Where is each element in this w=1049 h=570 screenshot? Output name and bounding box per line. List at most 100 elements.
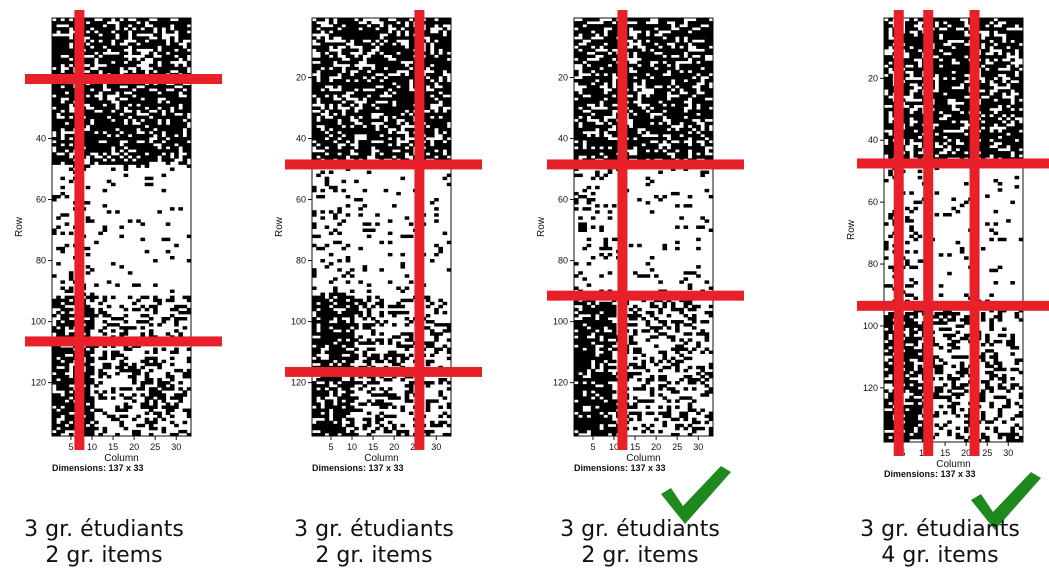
matrix-cell	[85, 390, 91, 394]
matrix-cell	[324, 313, 330, 318]
matrix-cell	[362, 42, 368, 46]
matrix-cell	[328, 423, 334, 428]
matrix-cell	[408, 335, 414, 339]
matrix-cell	[52, 359, 57, 364]
matrix-cell	[148, 368, 154, 373]
matrix-cell	[641, 57, 646, 62]
matrix-cell	[136, 66, 141, 71]
matrix-cell	[442, 82, 448, 86]
matrix-cell	[316, 39, 321, 43]
matrix-cell	[89, 158, 95, 162]
matrix-cell	[324, 265, 330, 269]
matrix-cell	[704, 94, 710, 98]
matrix-cell	[144, 313, 150, 318]
matrix-cell	[153, 63, 158, 68]
matrix-cell	[68, 69, 74, 74]
matrix-cell	[595, 51, 600, 56]
matrix-cell	[148, 103, 154, 107]
matrix-cell	[666, 155, 672, 159]
matrix-cell	[675, 51, 680, 56]
matrix-cell	[438, 21, 443, 25]
matrix-cell	[320, 194, 326, 199]
matrix-cell	[396, 79, 401, 83]
matrix-cell	[434, 118, 439, 123]
matrix-cell	[434, 307, 439, 312]
matrix-cell	[316, 384, 321, 388]
matrix-cell	[161, 426, 167, 431]
matrix-cell	[387, 353, 393, 358]
matrix-cell	[379, 97, 384, 101]
matrix-cell	[169, 420, 175, 425]
matrix-cell	[641, 146, 646, 150]
matrix-cell	[333, 85, 338, 89]
matrix-cell	[60, 155, 66, 159]
matrix-cell	[362, 350, 368, 355]
matrix-cell	[52, 368, 57, 373]
matrix-cell	[144, 97, 150, 101]
matrix-cell	[320, 91, 326, 95]
matrix-cell	[56, 359, 61, 364]
matrix-cell	[429, 381, 435, 385]
matrix-cell	[641, 152, 646, 156]
matrix-cell	[400, 332, 406, 336]
matrix-cell	[182, 33, 188, 37]
matrix-cell	[333, 344, 338, 348]
matrix-cell	[666, 88, 672, 92]
matrix-cell	[683, 85, 689, 89]
matrix-cell	[434, 323, 439, 327]
matrix-cell	[700, 103, 705, 107]
matrix-cell	[144, 405, 150, 409]
matrix-cell	[396, 45, 401, 49]
matrix-cell	[324, 106, 330, 110]
matrix-cell	[89, 109, 95, 113]
matrix-cell	[110, 417, 116, 422]
matrix-cell	[366, 411, 372, 416]
matrix-cell	[333, 72, 338, 77]
matrix-cell	[98, 24, 103, 28]
matrix-cell	[442, 301, 448, 306]
matrix-cell	[132, 365, 137, 370]
matrix-cell	[320, 298, 326, 303]
matrix-cell	[683, 136, 689, 141]
matrix-cell	[132, 51, 137, 56]
matrix-cell	[127, 88, 133, 92]
matrix-cell	[98, 30, 103, 34]
matrix-cell	[434, 121, 439, 126]
matrix-cell	[324, 301, 330, 306]
matrix-cell	[658, 36, 663, 40]
matrix-cell	[383, 106, 389, 110]
matrix-cell	[161, 155, 167, 159]
matrix-cell	[362, 69, 368, 74]
matrix-cell	[328, 152, 334, 156]
matrix-cell	[312, 341, 317, 345]
matrix-cell	[337, 408, 342, 412]
matrix-cell	[178, 130, 183, 135]
matrix-cell	[662, 136, 668, 141]
matrix-cell	[434, 91, 439, 95]
matrix-cell	[691, 136, 697, 141]
matrix-cell	[110, 130, 116, 135]
matrix-cell	[68, 39, 74, 43]
matrix-cell	[387, 45, 393, 49]
matrix-cell	[312, 381, 317, 385]
matrix-cell	[404, 338, 410, 342]
matrix-cell	[320, 304, 326, 309]
matrix-cell	[320, 100, 326, 104]
matrix-cell	[333, 54, 338, 59]
matrix-cell	[328, 387, 334, 391]
matrix-cell	[349, 136, 355, 141]
matrix-cell	[316, 112, 321, 117]
matrix-cell	[375, 51, 380, 56]
matrix-cell	[632, 133, 638, 138]
matrix-cell	[641, 39, 646, 43]
matrix-cell	[320, 390, 326, 394]
matrix-cell	[611, 30, 617, 34]
matrix-cell	[349, 127, 355, 132]
matrix-cell	[434, 243, 439, 248]
matrix-cell	[404, 323, 410, 327]
matrix-cell	[691, 109, 697, 113]
matrix-cell	[52, 115, 57, 120]
matrix-cell	[127, 42, 133, 46]
matrix-cell	[446, 149, 452, 153]
matrix-cell	[312, 326, 317, 330]
